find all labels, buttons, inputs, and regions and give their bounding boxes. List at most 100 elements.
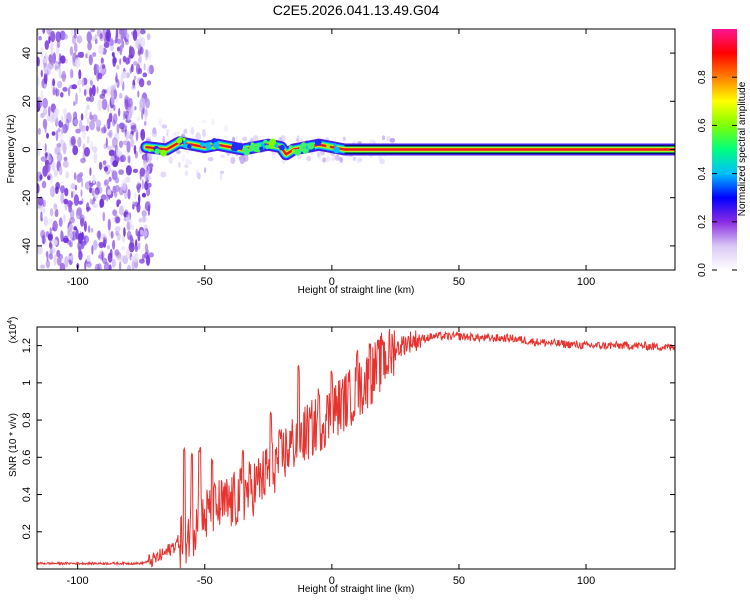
noise-speck	[80, 125, 87, 132]
noise-speck	[89, 114, 94, 121]
noise-speck	[88, 54, 93, 66]
noise-speck	[37, 127, 41, 135]
colorbar-gradient	[712, 29, 737, 270]
noise-speck	[197, 172, 201, 180]
noise-speck	[93, 239, 98, 251]
noise-speck	[156, 155, 159, 161]
noise-speck	[106, 122, 108, 128]
noise-speck	[232, 136, 236, 143]
noise-speck	[128, 242, 135, 253]
noise-speck	[110, 231, 114, 239]
y-tick-label: 20	[21, 95, 33, 107]
noise-speck	[297, 155, 302, 159]
noise-speck	[52, 239, 58, 246]
noise-speck	[219, 170, 225, 174]
noise-speck	[50, 30, 56, 43]
noise-speck	[73, 194, 79, 206]
noise-speck	[148, 64, 154, 75]
noise-speck	[70, 29, 74, 37]
noise-speck	[116, 199, 122, 205]
noise-speck	[95, 119, 102, 128]
x-tick-label: 100	[577, 276, 595, 288]
noise-speck	[59, 262, 66, 270]
noise-speck	[135, 129, 139, 142]
noise-speck	[37, 183, 40, 194]
noise-speck	[84, 147, 90, 157]
noise-speck	[92, 114, 98, 122]
signal-blob	[148, 148, 152, 152]
noise-speck	[123, 227, 126, 237]
noise-speck	[223, 125, 229, 132]
noise-speck	[116, 232, 121, 241]
noise-speck	[83, 220, 87, 232]
noise-speck	[45, 63, 52, 75]
noise-speck	[119, 140, 123, 148]
signal-blob	[326, 144, 331, 149]
noise-speck	[184, 164, 189, 169]
noise-speck	[131, 84, 136, 91]
noise-speck	[126, 230, 132, 240]
noise-speck	[62, 160, 69, 168]
noise-speck	[64, 187, 69, 197]
x-tick-label: 50	[453, 575, 465, 587]
noise-speck	[73, 226, 77, 231]
colorbar-tick-label: 0.8	[697, 70, 708, 84]
noise-speck	[112, 216, 117, 222]
noise-speck	[60, 185, 65, 194]
noise-speck	[147, 66, 151, 75]
noise-speck	[40, 47, 44, 58]
noise-speck	[63, 198, 69, 205]
noise-speck	[138, 78, 145, 88]
noise-speck	[139, 229, 144, 236]
noise-speck	[43, 83, 47, 89]
noise-speck	[87, 225, 91, 234]
noise-speck	[100, 194, 107, 201]
noise-speck	[84, 261, 87, 270]
noise-speck	[99, 198, 103, 209]
noise-speck	[116, 255, 122, 261]
noise-speck	[42, 107, 48, 116]
noise-speck	[67, 200, 73, 208]
noise-speck	[56, 249, 61, 258]
noise-speck	[73, 111, 78, 121]
noise-speck	[137, 230, 141, 242]
noise-speck	[85, 108, 88, 120]
noise-speck	[44, 123, 47, 134]
noise-speck	[135, 228, 138, 237]
noise-speck	[230, 156, 236, 164]
noise-speck	[119, 44, 123, 56]
noise-speck	[144, 243, 149, 253]
noise-speck	[55, 181, 61, 190]
noise-speck	[133, 144, 137, 155]
noise-speck	[127, 264, 131, 270]
noise-speck	[82, 130, 86, 140]
noise-speck	[271, 154, 275, 159]
noise-speck	[138, 194, 141, 205]
noise-speck	[78, 250, 83, 261]
noise-speck	[132, 29, 138, 41]
noise-speck	[76, 35, 83, 44]
signal-blob	[160, 149, 167, 157]
noise-speck	[83, 89, 87, 97]
noise-speck	[142, 253, 145, 261]
noise-speck	[86, 136, 90, 144]
noise-speck	[116, 38, 122, 45]
x-tick-label: -50	[197, 575, 213, 587]
spectrogram-x-ticks: -100 -50 0 50 100	[67, 29, 595, 288]
noise-speck	[50, 42, 54, 53]
noise-speck	[116, 46, 121, 52]
noise-speck	[92, 146, 98, 153]
noise-speck	[176, 150, 181, 155]
signal-blob	[307, 142, 315, 150]
noise-speck	[115, 97, 119, 104]
noise-speck	[100, 57, 104, 64]
noise-speck	[148, 50, 152, 61]
noise-speck	[87, 41, 92, 51]
noise-speck	[140, 130, 143, 139]
signal-blob	[176, 137, 183, 144]
noise-speck	[67, 255, 72, 260]
noise-speck	[250, 137, 253, 142]
noise-speck	[38, 36, 42, 41]
noise-speck	[126, 140, 131, 153]
